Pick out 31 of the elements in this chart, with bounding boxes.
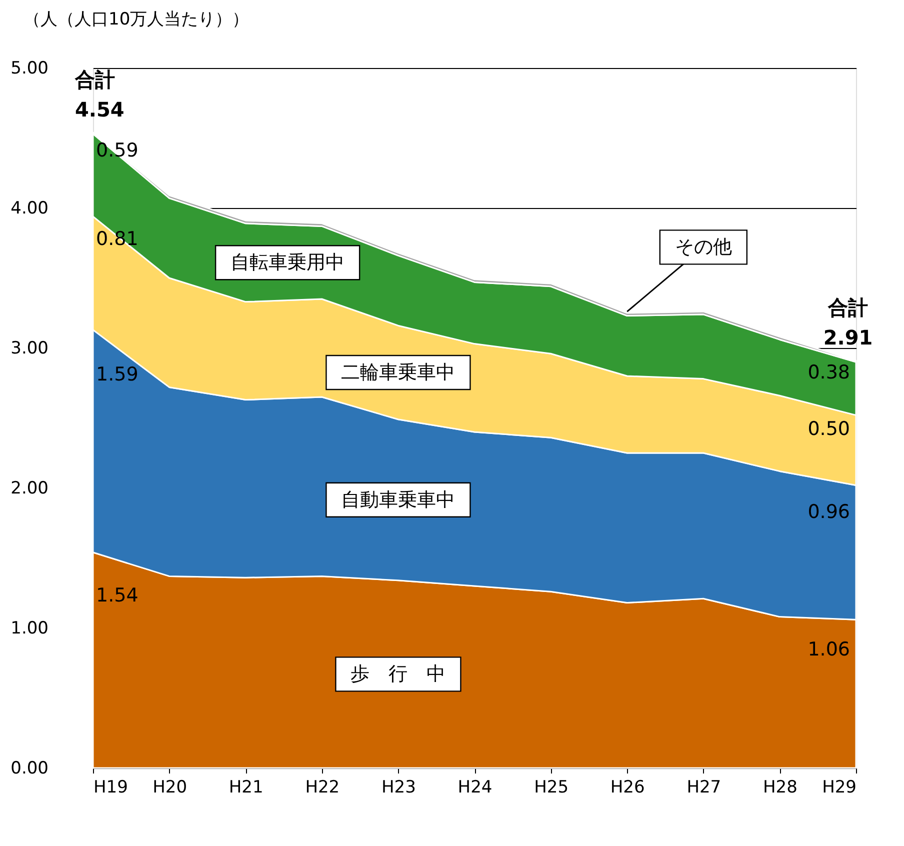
annotation: 合計 2.91 (823, 296, 873, 350)
y-tick-label: 0.00 (10, 758, 48, 778)
series-label: 自転車乗用中 (230, 252, 345, 274)
data-label: 0.96 (808, 501, 850, 524)
x-tick-label: H24 (458, 778, 492, 798)
x-tick-label: H21 (228, 778, 264, 798)
x-tick-label: H26 (610, 778, 645, 798)
data-label: 0.50 (808, 418, 850, 440)
x-tick-label: H20 (152, 778, 188, 798)
series-label: 自動車乗車中 (341, 488, 456, 511)
x-tick-label: H27 (686, 778, 722, 798)
y-tick-label: 5.00 (10, 58, 48, 78)
y-axis-title: （人（人口10万人当たり）） (24, 10, 250, 30)
text: その他 (674, 236, 732, 258)
x-tick-label: H19 (94, 778, 128, 798)
y-tick-label: 3.00 (10, 338, 48, 358)
x-tick-label: H23 (381, 778, 416, 798)
x-tick-label: H22 (305, 778, 340, 798)
data-label: 1.59 (96, 363, 138, 386)
y-tick-label: 1.00 (10, 618, 48, 638)
y-tick-label: 4.00 (10, 198, 48, 218)
data-label: 1.06 (808, 638, 850, 660)
x-tick-label: H29 (822, 778, 856, 798)
x-tick-label: H25 (534, 778, 569, 798)
data-label: 0.38 (808, 362, 850, 384)
annotation: 合計 4.54 (74, 67, 124, 122)
data-label: 1.54 (96, 584, 138, 607)
series-label: 歩 行 中 (350, 663, 446, 686)
y-tick-label: 2.00 (10, 478, 48, 498)
x-tick-label: H28 (762, 778, 798, 798)
series-label: 二輪車乗車中 (341, 362, 456, 384)
